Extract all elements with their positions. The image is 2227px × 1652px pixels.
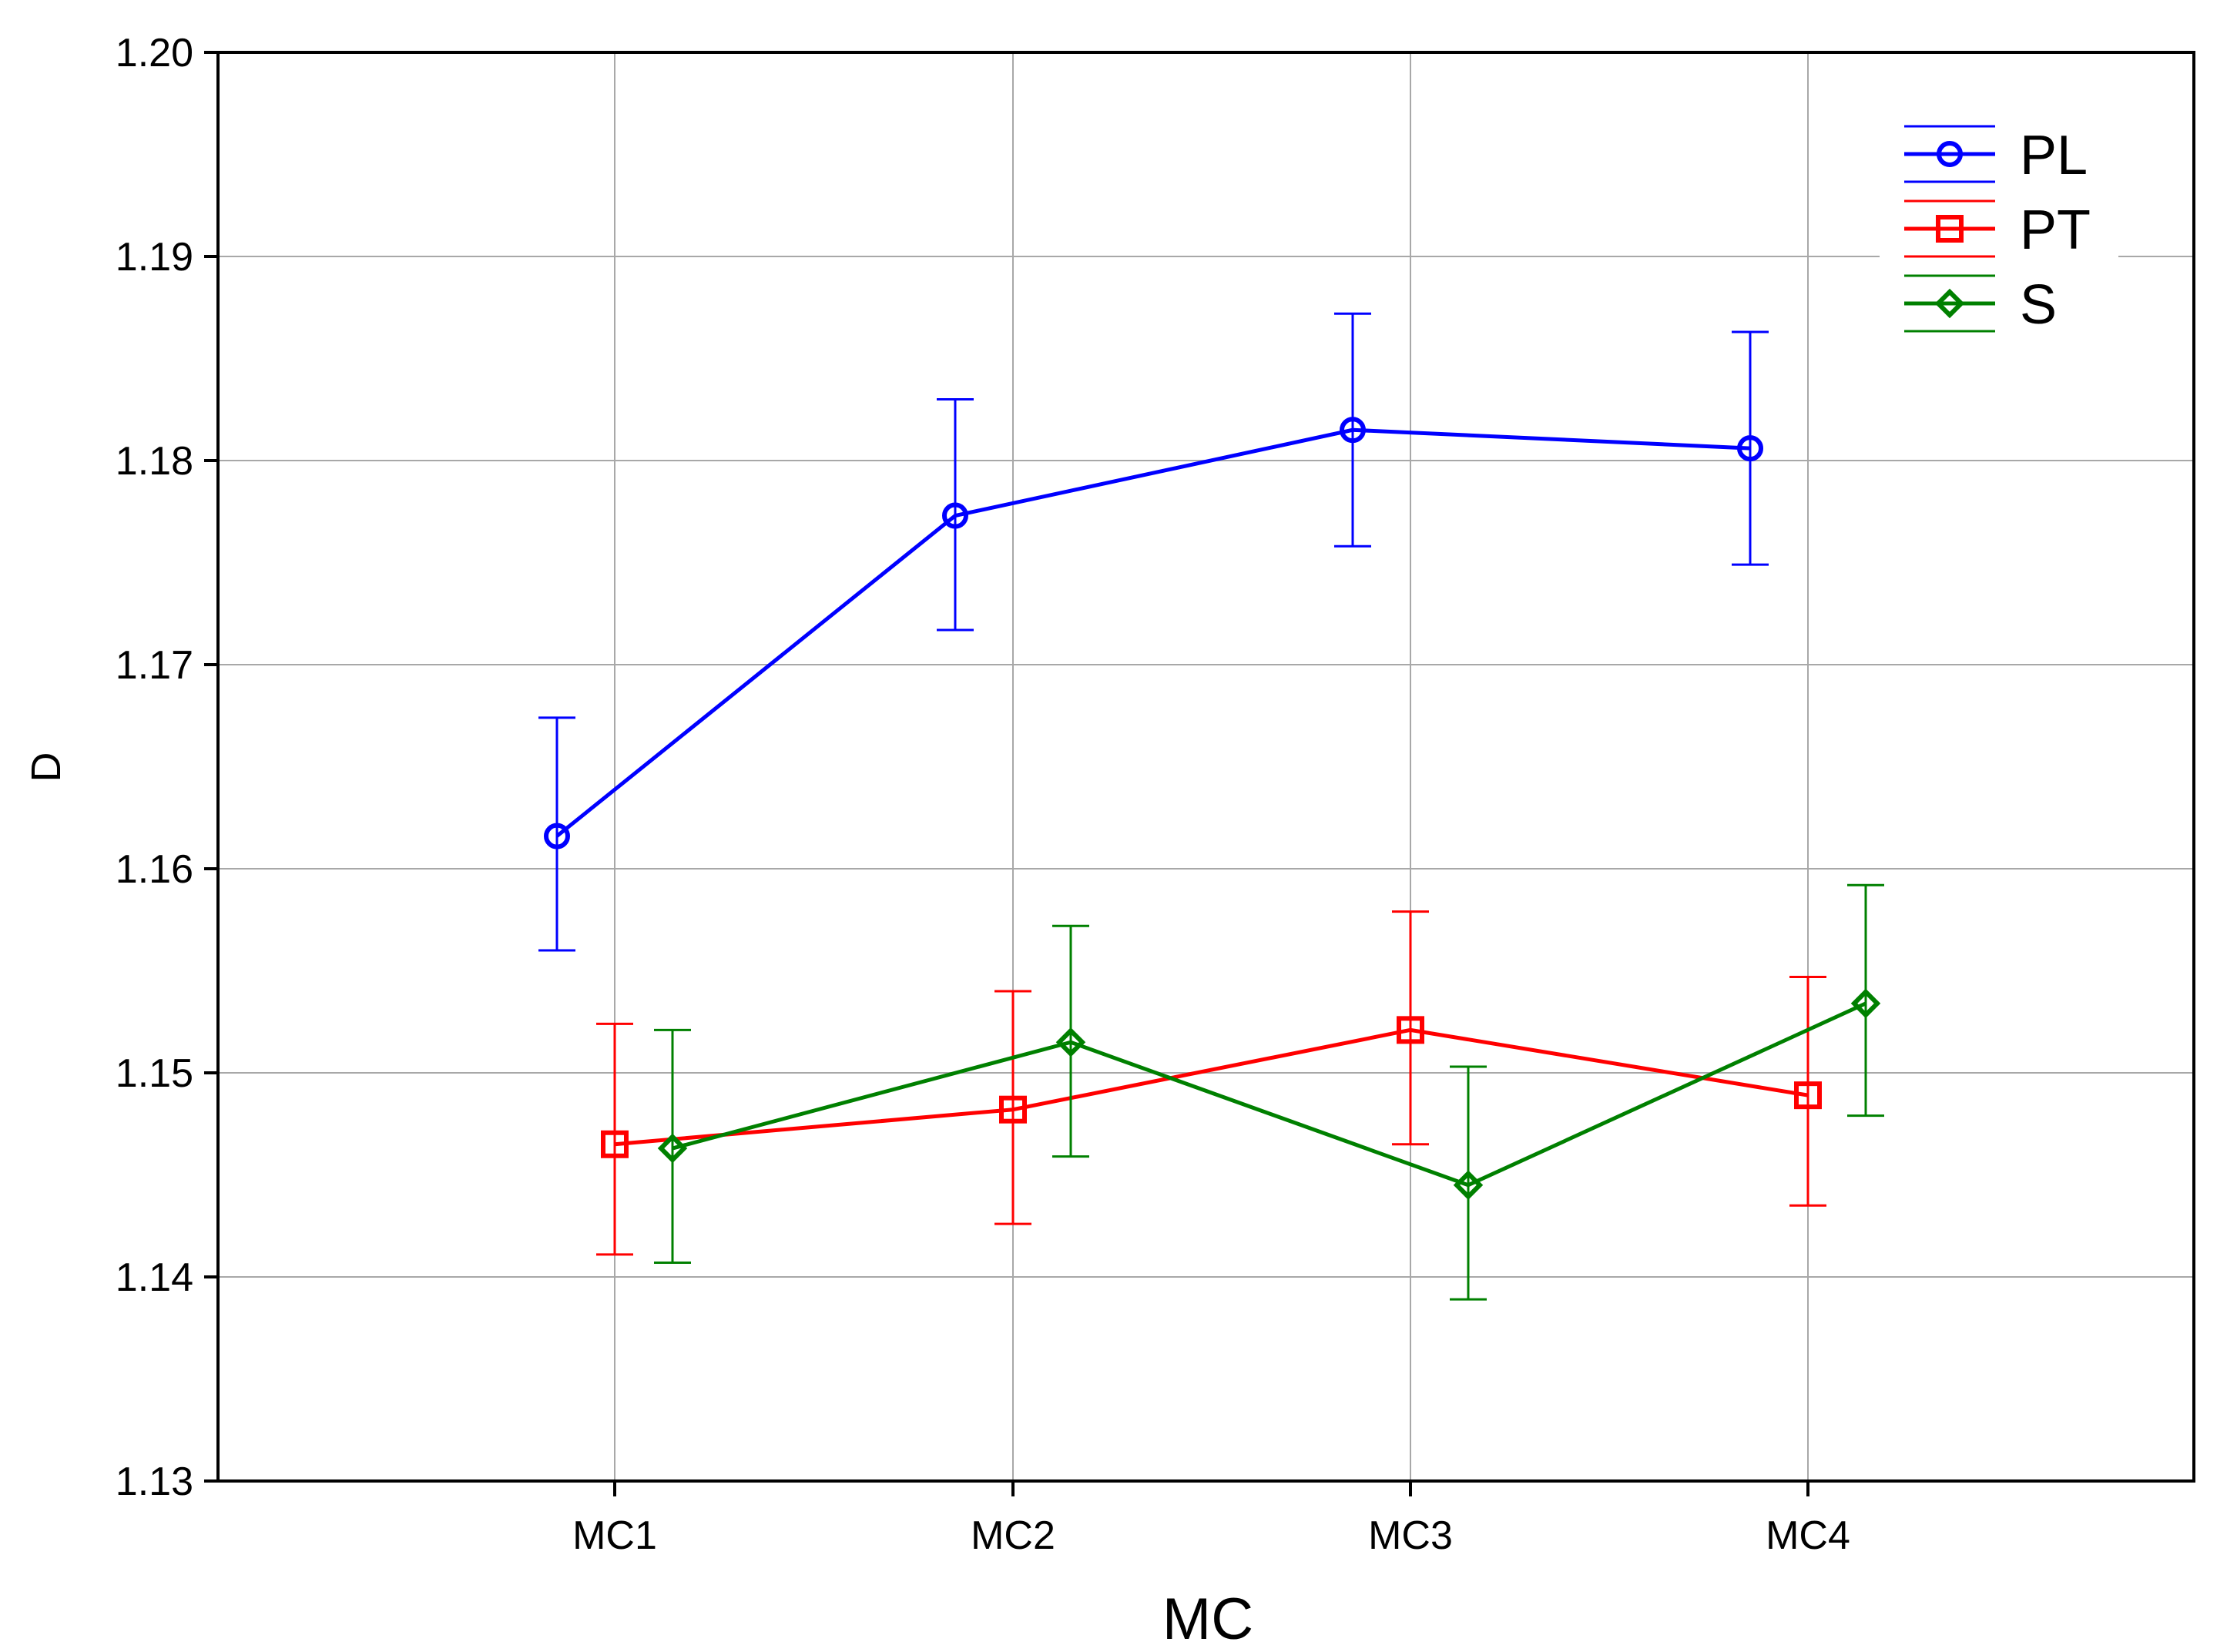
series-pt-line <box>614 1027 1809 1147</box>
y-tick-label: 1.20 <box>116 31 193 75</box>
x-tick-label: MC1 <box>572 1513 657 1558</box>
series-s-marker <box>1850 988 1881 1019</box>
series-pt-marker <box>1397 1016 1424 1044</box>
y-tick-label: 1.14 <box>116 1255 193 1300</box>
y-axis-title: D <box>23 752 69 782</box>
series-pl <box>538 312 1769 952</box>
series-s-marker <box>657 1133 688 1164</box>
y-tick-label: 1.19 <box>116 235 193 280</box>
y-tick-label: 1.16 <box>116 847 193 892</box>
series-s-marker <box>1055 1027 1086 1057</box>
series-pl-marker <box>942 502 968 529</box>
x-axis-ticks: MC1 MC2 MC3 MC4 <box>572 1481 1850 1558</box>
series-pt-marker <box>999 1095 1027 1124</box>
y-axis-ticks: 1.13 1.14 1.15 1.16 1.17 1.18 1.19 1.20 <box>116 31 218 1504</box>
legend-pl-marker <box>1937 141 1963 167</box>
series-pt-marker <box>1794 1081 1822 1110</box>
series-s-marker <box>1453 1170 1484 1200</box>
series-s-line <box>672 1001 1867 1188</box>
series-layer <box>538 312 1884 1301</box>
legend-pt-marker <box>1936 215 1964 243</box>
series-pl-marker <box>1340 417 1366 444</box>
y-tick-label: 1.13 <box>116 1459 193 1504</box>
series-pt <box>596 910 1826 1256</box>
plot-area-frame <box>216 51 2195 1483</box>
legend-s-marker <box>1934 288 1965 319</box>
x-axis-title: MC <box>1162 1587 1253 1652</box>
x-tick-label: MC4 <box>1766 1513 1850 1558</box>
y-tick-label: 1.18 <box>116 439 193 484</box>
series-s <box>654 883 1884 1301</box>
y-tick-label: 1.17 <box>116 643 193 688</box>
series-pl-marker <box>1737 435 1763 462</box>
legend: PL PT S <box>1880 108 2118 339</box>
x-tick-label: MC2 <box>971 1513 1055 1558</box>
legend-s-label: S <box>2020 274 2057 336</box>
y-tick-label: 1.15 <box>116 1051 193 1096</box>
legend-pt-label: PT <box>2020 199 2091 261</box>
series-pl-marker <box>544 823 570 849</box>
series-pt-marker <box>601 1130 629 1158</box>
legend-pl-label: PL <box>2020 125 2088 186</box>
legend-background <box>1880 108 2118 339</box>
x-tick-label: MC3 <box>1368 1513 1453 1558</box>
series-pl-line <box>555 427 1751 838</box>
